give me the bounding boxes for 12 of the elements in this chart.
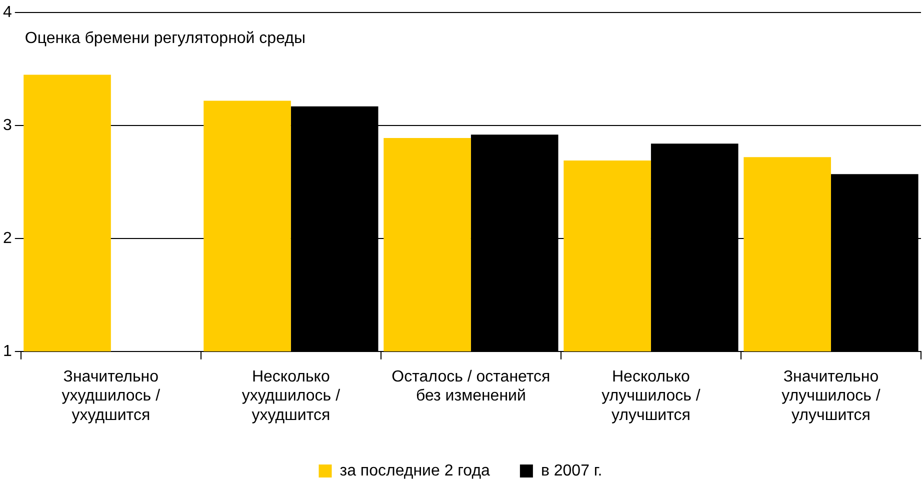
y-tick-label: 2 <box>2 230 12 247</box>
x-tick-label: Значительно ухудшилось / ухудшится <box>62 368 161 424</box>
y-tick-label: 3 <box>2 116 12 134</box>
x-tick-label: Несколько ухудшилось / ухудшится <box>242 368 341 424</box>
y-tick-label: 4 <box>2 4 12 22</box>
x-tick-label: Несколько улучшилось / улучшится <box>602 368 701 424</box>
x-tick-label: Осталось / останется без изменений <box>392 368 550 405</box>
y-tick-label: 1 <box>2 342 12 360</box>
legend-label: за последние 2 года <box>340 462 490 480</box>
legend-label: в 2007 г. <box>540 462 602 480</box>
text: Оценка бремени регуляторной среды <box>24 30 306 48</box>
x-tick-label: Значительно улучшилось / улучшится <box>782 368 881 424</box>
